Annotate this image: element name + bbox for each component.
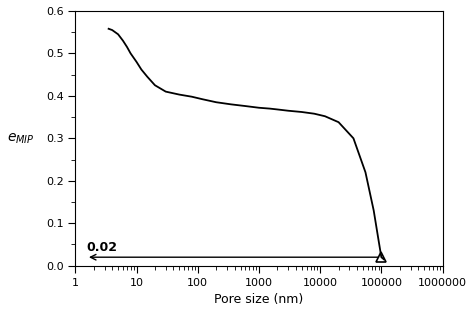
X-axis label: Pore size (nm): Pore size (nm) [214,293,303,306]
Text: 0.02: 0.02 [86,241,117,254]
Y-axis label: $e_{MIP}$: $e_{MIP}$ [7,131,35,146]
